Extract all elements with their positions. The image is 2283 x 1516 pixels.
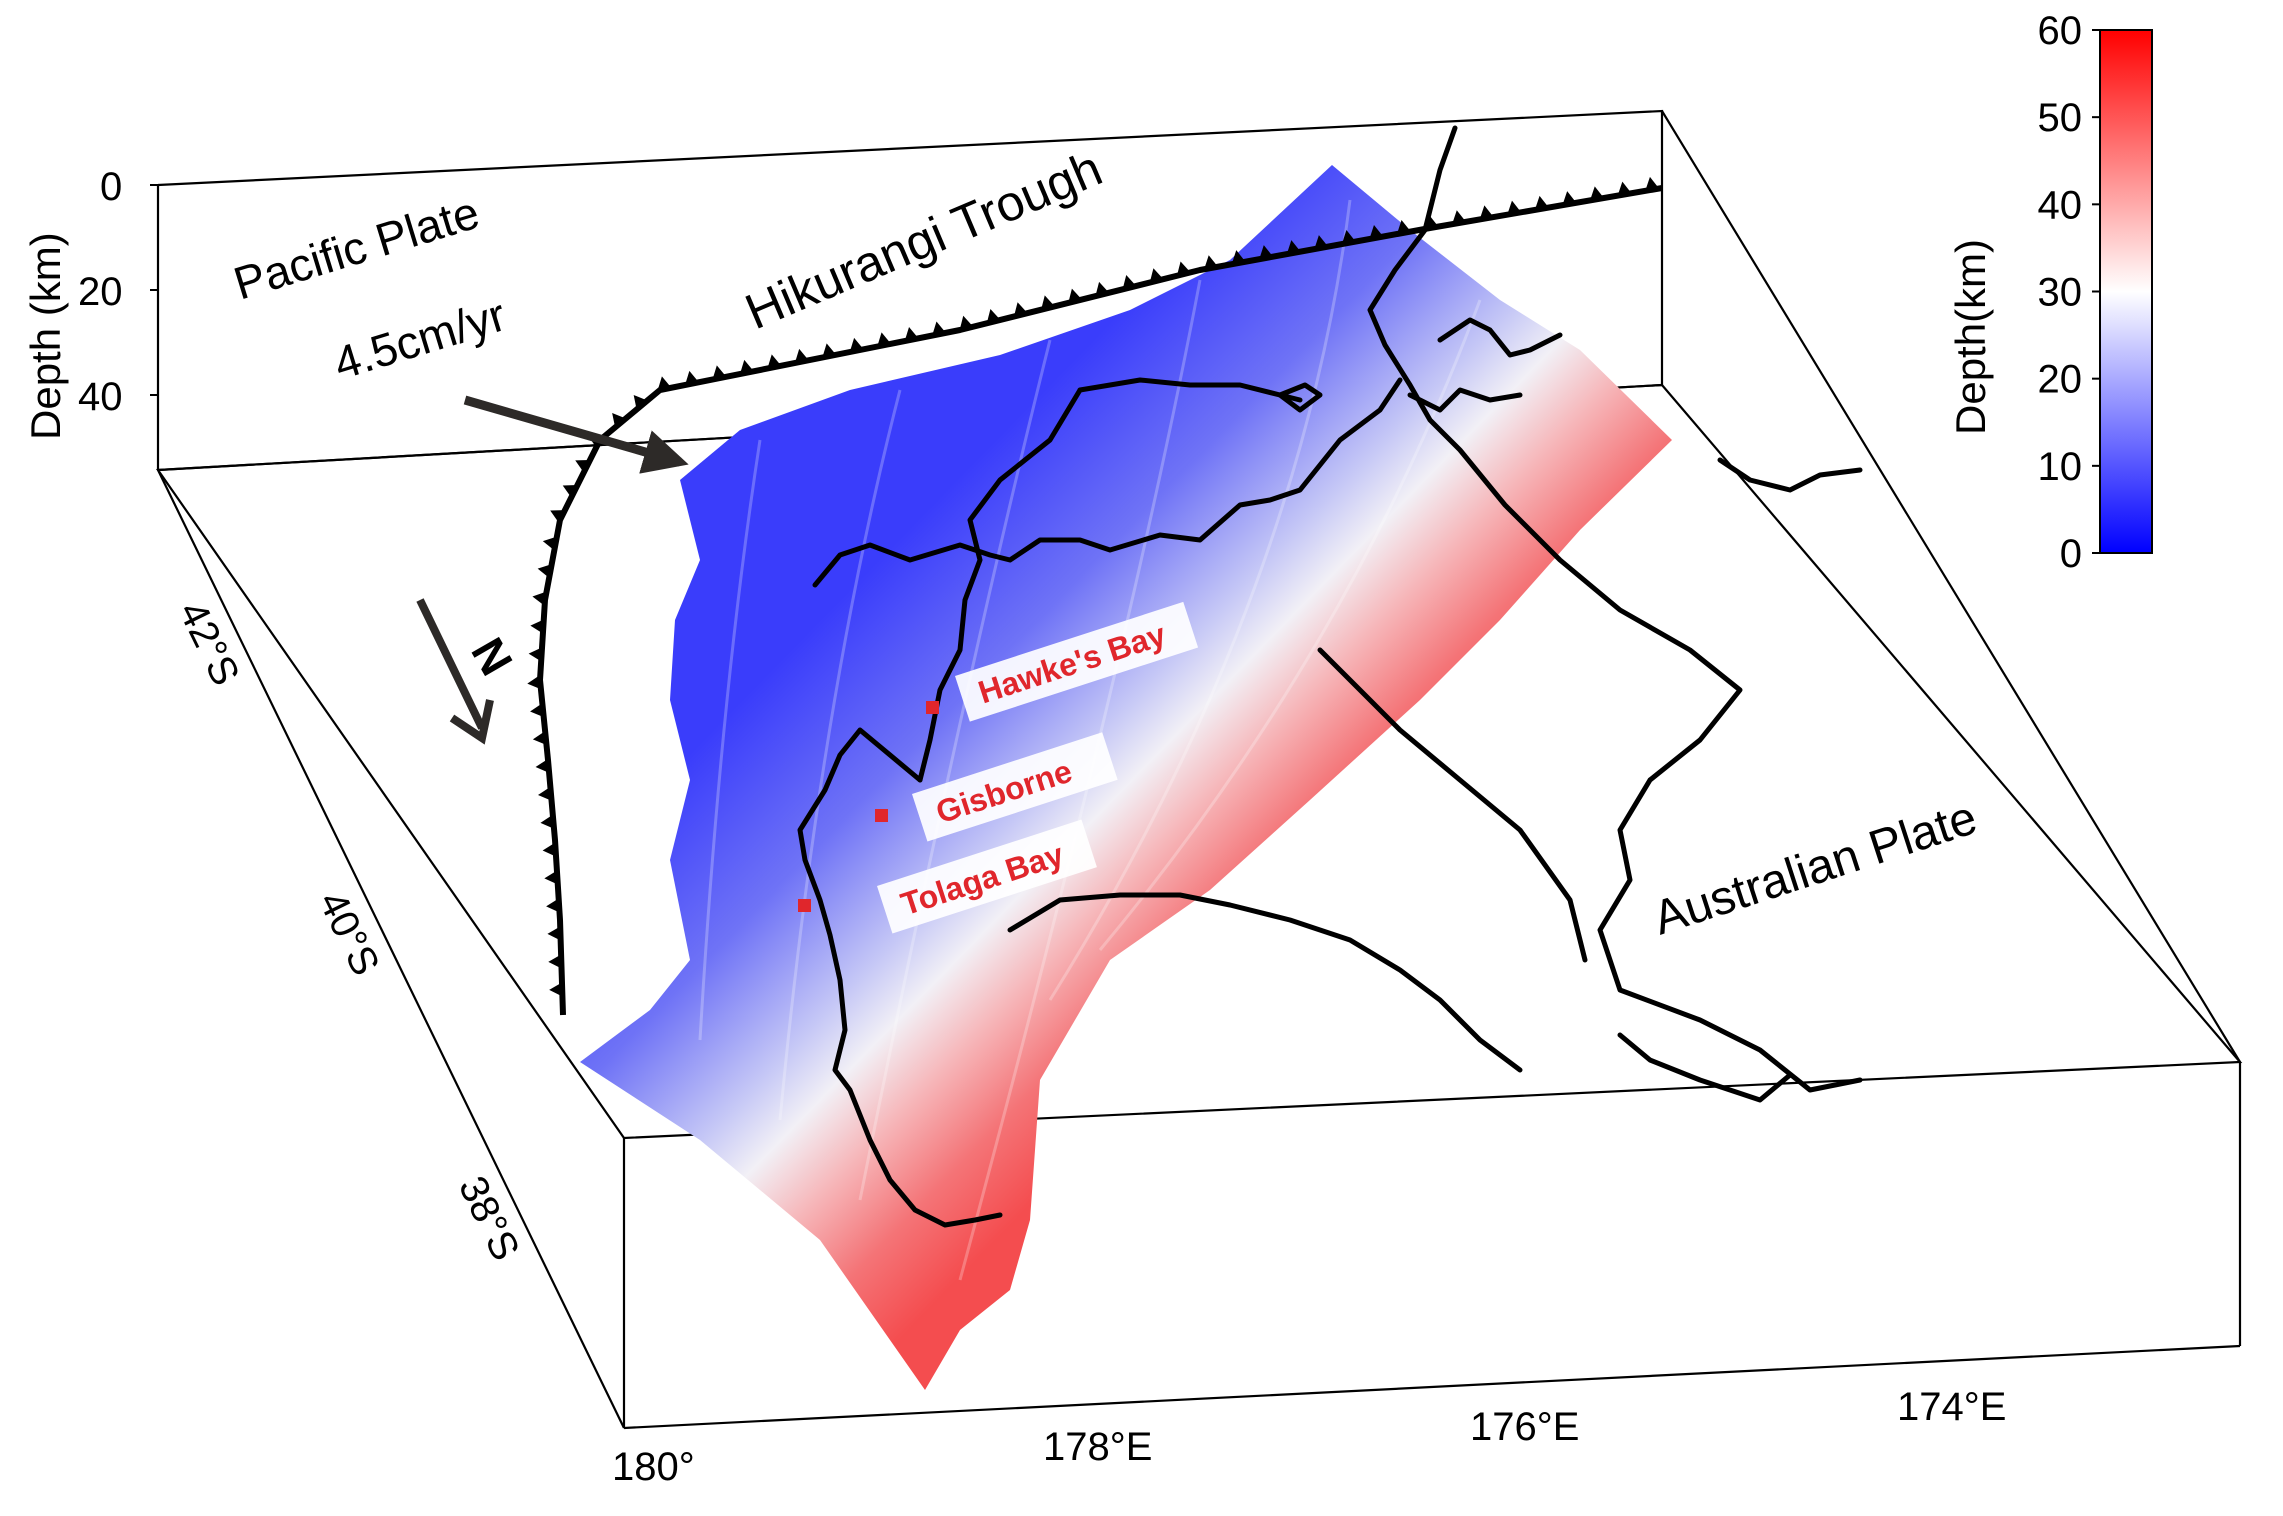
depth-axis: Depth (km) 0 20 40: [22, 165, 158, 440]
slab-contours: [698, 199, 1482, 1281]
trench-barb: [1122, 275, 1137, 290]
trench-barb: [532, 731, 547, 746]
slab-surface: [580, 165, 1672, 1390]
trench-barb: [633, 395, 648, 410]
trench-barb: [547, 926, 561, 941]
colorbar-tick-label: 50: [2038, 96, 2083, 140]
trench-barb: [1562, 191, 1577, 206]
latitude-axis: 42°S 40°S 38°S: [170, 595, 528, 1268]
colorbar-ticks: 0 10 20 30 40 50 60: [2038, 9, 2100, 576]
trench-barb: [849, 337, 864, 353]
trench-barb: [532, 591, 547, 606]
lon-tick-180: 180°: [612, 1445, 695, 1489]
colorbar-title: Depth(km): [1947, 239, 1994, 435]
lat-tick-40s: 40°S: [310, 885, 388, 983]
trench-barb: [1369, 225, 1384, 240]
trench-barb-icon: [527, 176, 1660, 997]
trench-barb: [562, 485, 578, 498]
colorbar-tick-label: 40: [2038, 183, 2083, 227]
trench-barb: [548, 954, 562, 969]
trench-barb: [1314, 235, 1329, 250]
depth-colorbar: Depth(km) 0 10 20 30 40 50 60: [1947, 9, 2153, 576]
trench-barb: [530, 619, 544, 634]
trench-barb: [530, 703, 544, 718]
trench-barb: [535, 758, 550, 773]
trench-barb: [1204, 255, 1218, 270]
depth-tick-0: 0: [100, 165, 122, 209]
trench-barb: [1534, 195, 1549, 210]
trench-barb: [542, 536, 557, 551]
colorbar-ramp: [2099, 29, 2153, 554]
trench-barb: [1013, 302, 1028, 317]
trench-barb: [712, 365, 727, 380]
trench-barb: [549, 982, 563, 997]
colorbar-tick-label: 0: [2060, 532, 2082, 576]
trench-barb: [1590, 186, 1604, 201]
longitude-axis: 180° 178°E 176°E 174°E: [612, 1385, 2006, 1489]
trench-barb: [1396, 219, 1411, 235]
pacific-plate-label: Pacific Plate: [228, 186, 485, 310]
trench-barb: [657, 376, 672, 391]
trench-barb: [612, 412, 626, 428]
trench-barb: [1479, 205, 1494, 220]
trench-barb: [527, 675, 541, 690]
depth-axis-title: Depth (km): [22, 232, 69, 440]
city-marker-icon: [926, 701, 939, 714]
colorbar-tick-label: 20: [2038, 358, 2083, 402]
lon-tick-176e: 176°E: [1470, 1405, 1579, 1449]
plate-motion-arrow-icon: [463, 395, 689, 474]
trench-barb: [538, 786, 552, 801]
depth-tick-20: 20: [78, 270, 123, 314]
trench-barb: [575, 459, 591, 473]
lat-tick-42s: 42°S: [170, 595, 248, 693]
lon-tick-178e: 178°E: [1043, 1425, 1152, 1469]
trench-barb: [1341, 230, 1356, 245]
trench-barb: [877, 332, 891, 347]
trench-barb: [794, 348, 809, 364]
city-marker-icon: [798, 899, 811, 912]
trench-barb: [1176, 261, 1191, 276]
trench-barb: [1452, 210, 1466, 225]
trench-barb: [546, 898, 560, 913]
trench-barb: [1286, 240, 1301, 255]
trench-barb: [1231, 250, 1246, 265]
trench-barb: [540, 814, 555, 829]
trench-barb: [537, 564, 552, 578]
trench-barb: [685, 370, 699, 385]
trench-barb: [1617, 181, 1632, 196]
plate-rate-label: 4.5cm/yr: [328, 288, 512, 389]
trench-barb: [986, 308, 1001, 324]
trench-barb: [1095, 281, 1110, 297]
trench-barb: [1507, 200, 1522, 215]
north-label: N: [461, 629, 523, 684]
trench-barb: [739, 359, 754, 375]
lon-tick-174e: 174°E: [1897, 1385, 2006, 1429]
trench-barb: [1149, 268, 1164, 283]
hikurangi-trough-label: Hikurangi Trough: [737, 140, 1109, 340]
trench-barb: [542, 842, 557, 857]
lat-tick-38s: 38°S: [450, 1170, 528, 1268]
trench-barb: [550, 510, 565, 523]
trench-barb: [767, 354, 782, 369]
colorbar-tick-label: 30: [2038, 271, 2083, 315]
trench-barb: [1645, 176, 1660, 191]
coastline: [797, 125, 1863, 1228]
trench-barb: [1259, 245, 1274, 260]
trench-barb: [544, 870, 558, 885]
colorbar-tick-label: 10: [2038, 445, 2083, 489]
trench-barb: [528, 647, 543, 662]
trench-barb: [904, 326, 919, 342]
city-marker-icon: [875, 809, 888, 822]
trench-barb: [932, 321, 946, 336]
trench-barb: [822, 343, 837, 358]
trench-barb: [1068, 288, 1082, 303]
north-arrow-icon: N: [416, 598, 523, 745]
trench-barb: [1041, 295, 1055, 310]
australian-plate-label: Australian Plate: [1647, 791, 1983, 945]
trench-barb: [959, 315, 974, 331]
colorbar-tick-label: 60: [2038, 9, 2083, 53]
depth-tick-40: 40: [78, 375, 123, 419]
